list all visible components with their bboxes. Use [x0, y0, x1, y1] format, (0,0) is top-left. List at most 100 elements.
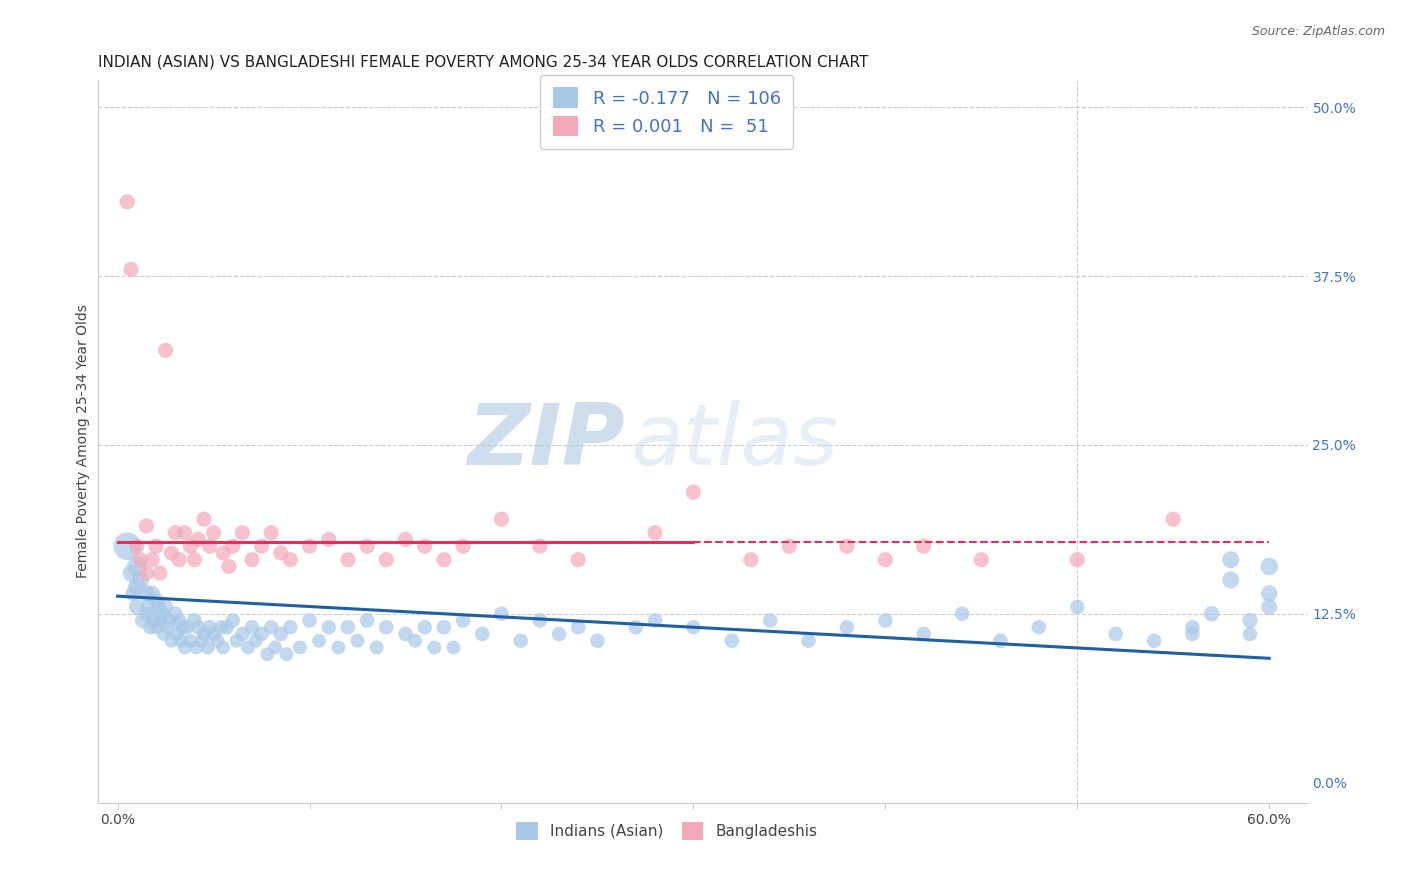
Point [129, 552, 152, 566]
Point [443, 640, 465, 655]
Point [240, 552, 263, 566]
Point [740, 552, 762, 566]
Point [115, 539, 138, 553]
Text: ZIP: ZIP [467, 400, 624, 483]
Point [1239, 614, 1261, 628]
Point [912, 627, 935, 641]
Text: atlas: atlas [630, 400, 838, 483]
Point [170, 633, 193, 648]
Point [167, 614, 190, 628]
Point [156, 620, 179, 634]
Point [125, 539, 148, 553]
Point [141, 552, 163, 566]
Point [198, 539, 221, 553]
Point [1239, 627, 1261, 641]
Point [146, 599, 169, 614]
Point [159, 614, 181, 628]
Point [413, 539, 436, 553]
Point [260, 525, 283, 540]
Point [186, 640, 208, 655]
Point [167, 552, 190, 566]
Text: Source: ZipAtlas.com: Source: ZipAtlas.com [1251, 25, 1385, 38]
Point [131, 614, 153, 628]
Point [139, 620, 162, 634]
Point [183, 552, 205, 566]
Point [165, 607, 187, 621]
Point [212, 640, 235, 655]
Point [160, 633, 183, 648]
Point [172, 620, 194, 634]
Point [264, 640, 287, 655]
Point [149, 614, 172, 628]
Point [328, 640, 350, 655]
Point [509, 633, 531, 648]
Point [207, 633, 229, 648]
Point [835, 539, 858, 553]
Point [115, 194, 138, 209]
Point [375, 552, 398, 566]
Point [212, 546, 235, 560]
Point [197, 640, 219, 655]
Point [231, 627, 253, 641]
Point [149, 566, 172, 581]
Point [423, 640, 446, 655]
Point [1066, 552, 1088, 566]
Point [567, 620, 589, 634]
Point [135, 566, 157, 581]
Point [1181, 620, 1204, 634]
Point [160, 546, 183, 560]
Point [143, 614, 166, 628]
Point [950, 607, 973, 621]
Point [215, 620, 238, 634]
Point [288, 640, 311, 655]
Point [198, 620, 221, 634]
Point [682, 485, 704, 500]
Point [298, 539, 321, 553]
Point [191, 633, 214, 648]
Point [209, 620, 232, 634]
Point [318, 533, 340, 547]
Point [1066, 599, 1088, 614]
Point [491, 607, 513, 621]
Point [180, 633, 202, 648]
Point [155, 599, 177, 614]
Point [173, 640, 195, 655]
Point [122, 586, 145, 600]
Point [225, 633, 247, 648]
Point [682, 620, 704, 634]
Point [270, 546, 292, 560]
Point [270, 627, 292, 641]
Point [336, 552, 359, 566]
Text: INDIAN (ASIAN) VS BANGLADESHI FEMALE POVERTY AMONG 25-34 YEAR OLDS CORRELATION C: INDIAN (ASIAN) VS BANGLADESHI FEMALE POV… [98, 54, 869, 70]
Point [835, 620, 858, 634]
Point [346, 633, 368, 648]
Point [778, 539, 800, 553]
Point [644, 614, 666, 628]
Point [308, 633, 330, 648]
Point [912, 539, 935, 553]
Point [145, 539, 167, 553]
Point [145, 620, 167, 634]
Point [280, 620, 302, 634]
Point [173, 525, 195, 540]
Point [990, 633, 1012, 648]
Point [1219, 552, 1241, 566]
Point [176, 620, 198, 634]
Point [165, 525, 187, 540]
Point [240, 620, 263, 634]
Point [135, 519, 157, 533]
Point [135, 607, 157, 621]
Point [218, 559, 240, 574]
Point [1161, 512, 1184, 526]
Point [120, 262, 142, 277]
Point [356, 539, 378, 553]
Point [336, 620, 359, 634]
Point [529, 539, 551, 553]
Point [471, 627, 494, 641]
Point [245, 633, 267, 648]
Point [150, 607, 173, 621]
Point [141, 586, 163, 600]
Point [155, 343, 177, 358]
Point [413, 620, 436, 634]
Point [875, 614, 897, 628]
